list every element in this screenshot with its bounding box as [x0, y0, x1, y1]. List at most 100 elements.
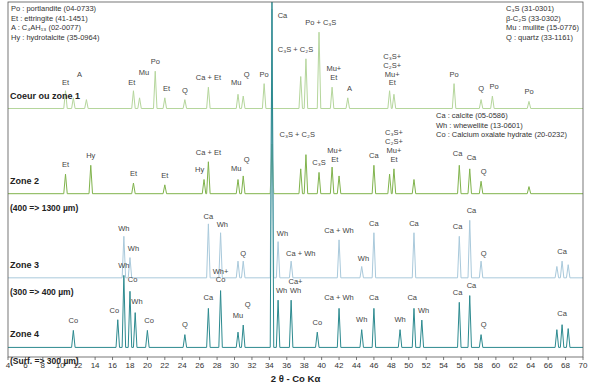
x-tick-label: 14 [91, 361, 100, 370]
peak-label: Q [182, 86, 188, 95]
phase-key: Po : portlandite (04-0733) [11, 4, 97, 13]
peak-label: Ca [453, 288, 463, 297]
peak-label: Wh [356, 315, 367, 324]
x-tick [217, 357, 218, 360]
peak-label: Mu+ [327, 146, 342, 155]
peak-label: Q [481, 167, 487, 176]
x-tick-label: 50 [404, 361, 413, 370]
x-tick-label: 26 [195, 361, 204, 370]
peak-label: Mu [231, 78, 241, 87]
peak-label: Q [244, 70, 250, 79]
peak-label: Wh [217, 220, 228, 229]
x-tick [95, 357, 96, 360]
peak-label: Co [144, 316, 154, 325]
x-tick [8, 357, 9, 360]
zone-label: Zone 3 [10, 260, 39, 270]
phase-key: Mu : mullite (15-0776) [506, 23, 579, 32]
peak-label: Q [478, 84, 484, 93]
phase-key: Q : quartz (33-1161) [506, 33, 573, 42]
peak-label: Wh [131, 297, 142, 306]
peak-label: Mu+ [387, 146, 402, 155]
peak-label: Po [449, 70, 458, 79]
x-tick-label: 58 [474, 361, 483, 370]
x-tick [286, 357, 287, 360]
peak-label: Ca [453, 222, 463, 231]
peak-label: Ca + Wh [286, 249, 315, 258]
peak-label: Q [245, 300, 251, 309]
x-tick-label: 20 [143, 361, 152, 370]
x-tick-label: 60 [491, 361, 500, 370]
peak-label: Wh [118, 261, 129, 270]
peak-label: A [347, 84, 352, 93]
peak-label: Wh [128, 244, 139, 253]
peak-label: Et [62, 160, 70, 169]
peak-label: Wh [394, 315, 405, 324]
x-tick-label: 46 [369, 361, 378, 370]
peak-label: Ca [467, 206, 477, 215]
plot-frame [8, 2, 583, 357]
x-tick [356, 357, 357, 360]
peak-label: Co [216, 275, 226, 284]
peak-label: Ca [369, 293, 379, 302]
peak-label: Et [330, 73, 338, 82]
peak-label: Q [182, 320, 188, 329]
x-tick-label: 36 [282, 361, 291, 370]
x-tick [182, 357, 183, 360]
x-tick [408, 357, 409, 360]
zone-depth: (300 => 400 µm) [10, 287, 74, 297]
phase-key: β-C₂S (33-0302) [506, 14, 561, 23]
peak-label: Ca [467, 153, 477, 162]
x-tick-label: 66 [544, 361, 553, 370]
x-tick-label: 44 [352, 361, 361, 370]
peak-label: C₃S+ [383, 52, 401, 61]
peak-label: Wh [118, 224, 129, 233]
peak-label: Wh [277, 229, 288, 238]
peak-label: Co [109, 306, 119, 315]
x-tick [321, 357, 322, 360]
x-tick [548, 357, 549, 360]
peak-label: Ca [409, 219, 419, 228]
peak-label: Po [490, 82, 499, 91]
peak-label: C₃S [312, 158, 325, 167]
x-tick-label: 38 [300, 361, 309, 370]
x-tick [391, 357, 392, 360]
x-tick [530, 357, 531, 360]
x-tick-label: 56 [457, 361, 466, 370]
peak-label: Et [130, 169, 138, 178]
x-tick [199, 357, 200, 360]
peak-label: Po [151, 57, 160, 66]
peak-label: Et [161, 171, 169, 180]
x-tick-label: 24 [178, 361, 187, 370]
x-tick-label: 22 [160, 361, 169, 370]
x-tick-label: 70 [579, 361, 588, 370]
phase-key: Ca : calcite (05-0586) [436, 111, 508, 120]
peak-label: Mu [233, 311, 243, 320]
x-tick [373, 357, 374, 360]
peak-label: Mu+ [385, 70, 400, 79]
x-tick-label: 32 [247, 361, 256, 370]
peak-label: Po [524, 87, 533, 96]
x-tick [234, 357, 235, 360]
x-tick-label: 40 [317, 361, 326, 370]
peak-label: Q [481, 249, 487, 258]
x-tick-label: 62 [509, 361, 518, 370]
x-tick [478, 357, 479, 360]
phase-key: Wh : whewellite (13-0601) [436, 121, 523, 130]
xrd-trace [8, 32, 583, 108]
peak-label: Ca + Et [196, 73, 222, 82]
x-tick [426, 357, 427, 360]
peak-label: Mu [139, 68, 149, 77]
peak-label: Et [390, 155, 398, 164]
x-tick [147, 357, 148, 360]
chart: 4681012141618202224262830323436384042444… [0, 0, 591, 386]
zone-label: Zone 4 [10, 329, 39, 339]
peak-label: Wh [276, 286, 287, 295]
peak-label: Ca + Et [196, 148, 222, 157]
x-tick-label: 48 [387, 361, 396, 370]
x-tick [565, 357, 566, 360]
x-tick-label: 34 [265, 361, 274, 370]
x-tick-label: 64 [526, 361, 535, 370]
peak-label: Ca [369, 219, 379, 228]
x-tick-label: 68 [561, 361, 570, 370]
phase-key: A : C₄AH₁₃ (02-0077) [11, 23, 81, 32]
